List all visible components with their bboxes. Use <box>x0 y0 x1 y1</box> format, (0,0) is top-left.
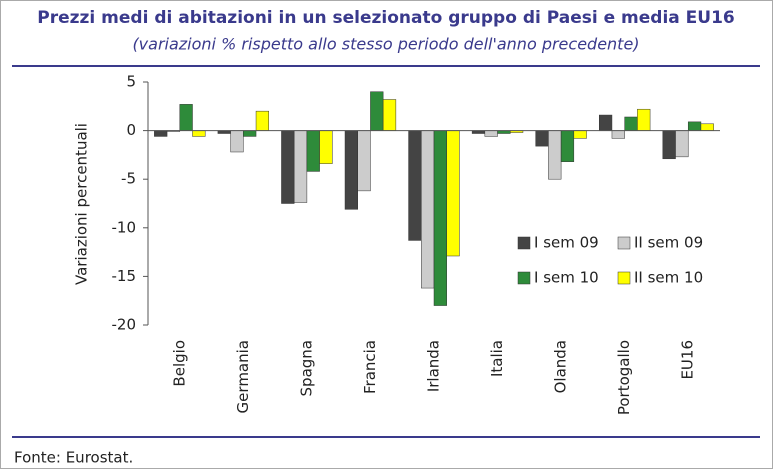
legend-swatch <box>617 271 631 285</box>
bar <box>192 130 206 137</box>
x-tick-label: Francia <box>361 340 379 394</box>
bar <box>230 130 244 153</box>
bar <box>344 130 358 210</box>
y-tick-label: -10 <box>112 218 137 236</box>
x-tick-label: Irlanda <box>425 340 443 392</box>
bar <box>446 130 460 257</box>
y-tick-label: -15 <box>112 267 137 285</box>
bar <box>243 130 257 137</box>
bar <box>662 130 676 160</box>
bar <box>433 130 447 306</box>
bar <box>357 130 371 192</box>
bar <box>370 91 384 131</box>
legend-label: II sem 09 <box>634 234 703 252</box>
legend-label: II sem 10 <box>634 269 703 287</box>
bar <box>548 130 562 180</box>
bar <box>700 123 714 131</box>
bar <box>573 130 587 139</box>
bar <box>306 130 320 172</box>
bar <box>281 130 295 204</box>
bar <box>255 110 270 131</box>
x-tick-label: Italia <box>488 340 506 377</box>
legend-swatch <box>517 236 531 250</box>
bar <box>535 130 549 147</box>
x-tick-label: Portogallo <box>615 340 633 415</box>
x-tick-label: Olanda <box>552 340 570 393</box>
bar <box>408 130 422 241</box>
chart-subtitle: (variazioni % rispetto allo stesso perio… <box>132 35 639 54</box>
bar <box>624 116 638 131</box>
x-tick-label: Germania <box>234 340 252 413</box>
x-tick-label: EU16 <box>679 340 697 380</box>
source: Fonte: Eurostat. <box>14 449 133 467</box>
bar <box>598 114 613 131</box>
legend-label: I sem 09 <box>534 234 599 252</box>
legend-swatch <box>617 236 631 250</box>
legend-swatch <box>517 271 531 285</box>
y-tick-label: 5 <box>126 73 136 91</box>
bar <box>484 130 498 137</box>
bar <box>421 130 435 289</box>
bar <box>687 121 702 131</box>
bar <box>560 130 575 162</box>
x-tick-label: Spagna <box>297 340 315 396</box>
chart-title: Prezzi medi di abitazioni in un selezion… <box>37 8 735 28</box>
bar <box>637 108 651 131</box>
y-axis-label: Variazioni percentuali <box>73 123 91 285</box>
y-tick-label: 0 <box>126 121 136 139</box>
bar <box>611 130 625 139</box>
legend-label: I sem 10 <box>534 269 599 287</box>
bar <box>179 104 193 131</box>
x-tick-label: Belgio <box>170 340 188 387</box>
bar <box>293 130 308 203</box>
bar <box>675 130 689 158</box>
bar <box>319 130 333 164</box>
bar <box>382 99 397 131</box>
y-tick-label: -5 <box>121 170 136 188</box>
bar <box>154 130 168 137</box>
y-tick-label: -20 <box>112 316 137 334</box>
